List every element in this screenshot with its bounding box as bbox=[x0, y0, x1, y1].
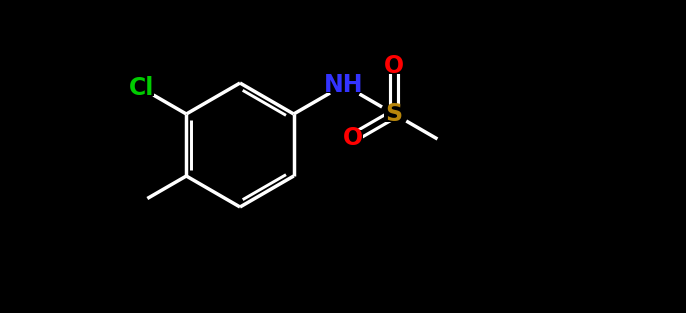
Text: O: O bbox=[384, 54, 404, 78]
FancyBboxPatch shape bbox=[327, 77, 361, 93]
FancyBboxPatch shape bbox=[128, 80, 154, 96]
Text: NH: NH bbox=[324, 73, 364, 97]
Text: S: S bbox=[386, 102, 403, 126]
Text: O: O bbox=[342, 126, 363, 150]
Text: Cl: Cl bbox=[128, 76, 154, 100]
FancyBboxPatch shape bbox=[342, 130, 363, 146]
FancyBboxPatch shape bbox=[384, 58, 404, 74]
FancyBboxPatch shape bbox=[384, 106, 404, 122]
